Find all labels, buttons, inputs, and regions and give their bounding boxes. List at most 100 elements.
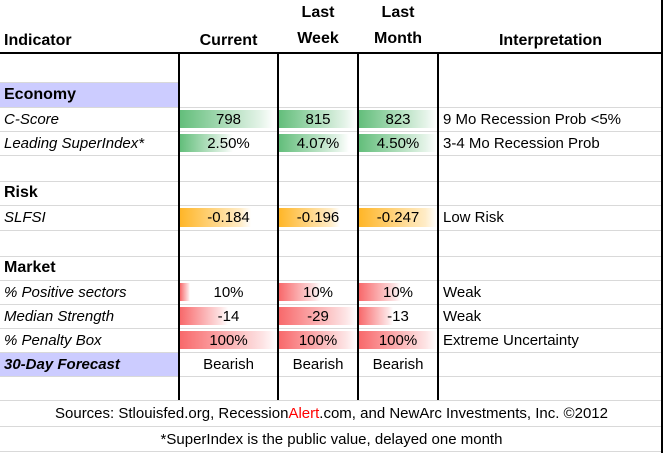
header-last-week-line1: Last (301, 4, 335, 21)
bar-slfsi-current (180, 208, 252, 227)
gridline (0, 155, 663, 156)
value-slfsi-month: -0.247 (376, 209, 420, 226)
row-leading: Leading SuperIndex* 2.50% 4.07% 4.50% 3-… (0, 131, 663, 155)
interp-positive: Weak (443, 283, 482, 301)
gridline (0, 205, 663, 206)
superindex-note: *SuperIndex is the public value, delayed… (160, 430, 503, 448)
interp-slfsi: Low Risk (443, 209, 504, 226)
section-market: Market (4, 259, 56, 276)
current-penalty: 100% (179, 328, 278, 352)
week-slfsi: -0.196 (278, 205, 358, 230)
row-penalty: % Penalty Box 100% 100% 100% Extreme Unc… (0, 328, 663, 352)
month-median: -13 (358, 304, 438, 328)
bar-cscore-month (359, 110, 437, 128)
current-leading: 2.50% (179, 131, 278, 155)
value-forecast-week: Bearish (292, 355, 344, 373)
value-cscore-month: 823 (385, 110, 411, 128)
sources-text-post: .com, and NewArc Investments, Inc. ©2012 (319, 404, 608, 422)
bar-slfsi-week (279, 208, 341, 227)
month-slfsi: -0.247 (358, 205, 438, 230)
label-slfsi: SLFSI (4, 209, 46, 226)
right-border (661, 0, 663, 453)
column-border (178, 52, 180, 400)
section-economy: Economy (0, 83, 179, 107)
current-positive: 10% (179, 280, 278, 304)
row-median: Median Strength -14 -29 -13 Weak (0, 304, 663, 328)
value-slfsi-current: -0.184 (207, 209, 250, 226)
interp-cscore: 9 Mo Recession Prob <5% (443, 110, 622, 128)
column-border (437, 52, 439, 400)
section-market-row: Market (0, 256, 663, 280)
value-cscore-week: 815 (305, 110, 331, 128)
bar-positive-current (180, 283, 190, 301)
gridline (0, 131, 663, 132)
value-slfsi-week: -0.196 (296, 209, 340, 226)
section-risk-row: Risk (0, 181, 663, 205)
label-median: Median Strength (4, 307, 115, 325)
sources-text-alert: Alert (288, 404, 320, 422)
bar-penalty-week (279, 331, 357, 349)
header-interpretation: Interpretation (498, 32, 603, 49)
sources-line: Sources: Stlouisfed.org, Recession Alert.… (0, 400, 663, 426)
week-leading: 4.07% (278, 131, 358, 155)
value-penalty-month: 100% (378, 331, 418, 349)
row-positive: % Positive sectors 10% 10% 10% Weak (0, 280, 663, 304)
bar-penalty-month (359, 331, 437, 349)
value-penalty-week: 100% (298, 331, 338, 349)
header-last-week: Last Week (278, 0, 358, 52)
bar-cscore-week (279, 110, 357, 128)
gridline (0, 304, 663, 305)
header-last-month: Last Month (358, 0, 438, 52)
value-cscore-current: 798 (215, 110, 242, 128)
header-last-month-line1: Last (381, 4, 415, 21)
value-positive-current: 10% (213, 283, 244, 301)
gridline (0, 352, 663, 353)
value-median-current: -14 (217, 307, 240, 325)
value-median-week: -29 (307, 307, 329, 325)
value-positive-month: 10% (382, 283, 414, 301)
value-leading-month: 4.50% (376, 134, 420, 152)
sources-text-pre: Sources: Stlouisfed.org, Recession (55, 404, 289, 422)
value-leading-current: 2.50% (207, 134, 250, 152)
gridline (0, 82, 179, 83)
interp-forecast (438, 352, 663, 376)
header-last-month-line2: Month (374, 30, 422, 47)
bar-cscore-current (180, 110, 275, 128)
gridline (0, 426, 663, 427)
month-leading: 4.50% (358, 131, 438, 155)
value-leading-week: 4.07% (296, 134, 340, 152)
header-row: Indicator Current Last Week Last Month I… (0, 0, 663, 52)
column-border (357, 52, 359, 400)
header-indicator: Indicator (4, 32, 72, 49)
interp-median: Weak (443, 307, 482, 325)
header-current: Current (199, 32, 258, 49)
label-penalty: % Penalty Box (4, 331, 102, 349)
bar-median-week (279, 307, 357, 325)
column-border (277, 52, 279, 400)
header-border (0, 52, 663, 54)
label-forecast: 30-Day Forecast (0, 352, 179, 376)
interp-penalty: Extreme Uncertainty (443, 331, 579, 349)
value-forecast-current: Bearish (203, 355, 254, 373)
value-positive-week: 10% (302, 283, 334, 301)
value-forecast-month: Bearish (372, 355, 424, 373)
current-slfsi: -0.184 (179, 205, 278, 230)
section-risk: Risk (4, 184, 38, 201)
bar-median-current (180, 307, 228, 325)
label-positive: % Positive sectors (4, 283, 127, 301)
current-median: -14 (179, 304, 278, 328)
bar-slfsi-month (359, 208, 437, 227)
gridline (0, 328, 663, 329)
label-cscore: C-Score (4, 110, 60, 128)
month-penalty: 100% (358, 328, 438, 352)
row-slfsi: SLFSI -0.184 -0.196 -0.247 Low Risk (0, 205, 663, 230)
row-forecast: 30-Day Forecast Bearish Bearish Bearish (0, 352, 663, 376)
week-median: -29 (278, 304, 358, 328)
gridline (0, 451, 663, 452)
week-cscore: 815 (278, 107, 358, 131)
week-penalty: 100% (278, 328, 358, 352)
bar-median-month (359, 307, 393, 325)
gridline (0, 376, 663, 377)
value-median-month: -13 (387, 307, 409, 325)
